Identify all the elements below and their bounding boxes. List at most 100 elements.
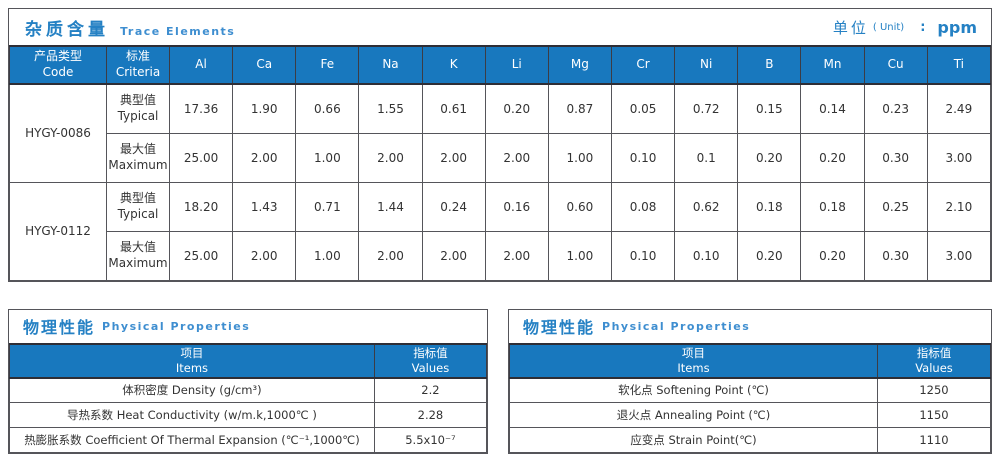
panel-title: 杂质含量 Trace Elements — [25, 15, 235, 40]
product-code-cell: HYGY-0086 — [9, 83, 107, 183]
value-cell: 25.00 — [168, 132, 234, 183]
trace-header-row: 产品类型 Code 标准 Criteria Al Ca Fe Na K — [9, 45, 992, 85]
values-column-header: 指标值 Values — [876, 342, 992, 379]
value-cell: 0.15 — [737, 83, 802, 134]
physical-left-title-row: 物理性能 Physical Properties — [9, 310, 487, 343]
code-header-en: Code — [42, 65, 74, 79]
value-cell: 0.05 — [610, 83, 676, 134]
value-cell: 0.14 — [800, 83, 865, 134]
title-en: Physical Properties — [602, 319, 751, 333]
items-header-en: Items — [677, 360, 710, 375]
criteria-column-header: 标准 Criteria — [106, 45, 170, 85]
title-zh: 物理性能 — [523, 318, 596, 337]
value-cell: 2.00 — [484, 132, 549, 183]
values-header-zh: 指标值 — [916, 345, 952, 360]
values-header-zh: 指标值 — [413, 345, 448, 360]
physical-right-title-row: 物理性能 Physical Properties — [509, 310, 991, 343]
table-row: HYGY-0086 典型值 Typical 17.36 1.90 0.66 1.… — [9, 83, 992, 183]
value-cell: 0.20 — [800, 132, 865, 183]
value-cell: 0.10 — [674, 230, 739, 281]
element-column-header: Ni — [674, 45, 739, 85]
element-column-header: Fe — [295, 45, 360, 85]
value-cell: 0.60 — [547, 181, 612, 232]
value-cell: 3.00 — [926, 132, 992, 183]
physical-left-table: 项目 Items 指标值 Values — [9, 342, 488, 453]
element-column-header: Na — [358, 45, 423, 85]
table-row: HYGY-0112 典型值 Typical 18.20 1.43 0.71 1.… — [9, 181, 992, 281]
phys-header-row: 项目 Items 指标值 Values — [509, 342, 992, 379]
trace-elements-table: 产品类型 Code 标准 Criteria Al Ca Fe Na K — [9, 45, 992, 281]
value-cell: 2.28 — [373, 402, 488, 428]
element-column-header: Ca — [232, 45, 297, 85]
value-cell: 5.5x10⁻⁷ — [373, 427, 488, 453]
value-cell: 2.00 — [358, 132, 423, 183]
product-code-cell: HYGY-0112 — [9, 181, 107, 281]
value-cell: 0.24 — [421, 181, 486, 232]
value-cell: 2.00 — [421, 132, 486, 183]
value-cell: 0.1 — [674, 132, 739, 183]
value-cell: 2.00 — [484, 230, 549, 281]
criteria-cell: 典型值 Typical — [106, 181, 170, 232]
value-cell: 3.00 — [926, 230, 992, 281]
items-header-zh: 项目 — [681, 345, 705, 360]
title-zh: 物理性能 — [23, 318, 96, 337]
value-cell: 0.10 — [610, 132, 676, 183]
value-cell: 1110 — [876, 427, 992, 453]
value-cell: 1.00 — [547, 132, 612, 183]
value-cell: 0.20 — [737, 132, 802, 183]
value-cell: 0.18 — [800, 181, 865, 232]
value-cell: 0.30 — [863, 230, 928, 281]
criteria-en: Typical — [117, 108, 159, 123]
items-column-header: 项目 Items — [509, 342, 878, 379]
physical-properties-left-panel: 物理性能 Physical Properties 项目 Items — [8, 308, 488, 454]
item-cell: 软化点 Softening Point (℃) — [509, 377, 878, 403]
criteria-cell: 典型值 Typical — [106, 83, 170, 134]
value-cell: 0.16 — [484, 181, 549, 232]
criteria-zh: 典型值 — [119, 93, 156, 108]
table-row: 热膨胀系数 Coefficient Of Thermal Expansion (… — [9, 427, 488, 453]
value-cell: 2.10 — [926, 181, 992, 232]
table-row: 导热系数 Heat Conductivity (w/m.k,1000℃ ) 2.… — [9, 402, 488, 428]
value-cell: 0.61 — [421, 83, 486, 134]
values-header-en: Values — [411, 360, 450, 375]
items-column-header: 项目 Items — [9, 342, 375, 379]
trace-elements-panel: 杂质含量 Trace Elements 单位 ( Unit) : ppm 产品类… — [8, 8, 992, 282]
criteria-en: Maximum — [108, 157, 168, 172]
value-cell: 0.08 — [610, 181, 676, 232]
value-cell: 0.18 — [737, 181, 802, 232]
title-zh: 杂质含量 — [25, 19, 109, 40]
value-cell: 2.49 — [926, 83, 992, 134]
unit-label: 单位 ( Unit) : ppm — [833, 17, 977, 38]
table-row: 软化点 Softening Point (℃) 1250 — [509, 377, 992, 403]
criteria-header-zh: 标准 — [125, 49, 150, 64]
criteria-zh: 最大值 — [119, 141, 156, 156]
unit-label-zh: 单位 — [832, 18, 869, 37]
title-en: Physical Properties — [102, 319, 251, 333]
value-cell: 0.71 — [295, 181, 360, 232]
item-cell: 体积密度 Density (g/cm³) — [9, 377, 375, 403]
criteria-en: Typical — [117, 206, 159, 221]
table-row: 应变点 Strain Point(℃) 1110 — [509, 427, 992, 453]
value-cell: 0.87 — [547, 83, 612, 134]
value-cell: 2.00 — [358, 230, 423, 281]
physical-properties-row: 物理性能 Physical Properties 项目 Items — [8, 308, 992, 454]
value-cell: 1.43 — [232, 181, 297, 232]
element-column-header: Mn — [800, 45, 865, 85]
criteria-cell: 最大值 Maximum — [106, 230, 170, 281]
criteria-zh: 最大值 — [119, 239, 156, 254]
value-cell: 2.00 — [421, 230, 486, 281]
value-cell: 1150 — [876, 402, 992, 428]
criteria-zh: 典型值 — [119, 190, 156, 205]
items-header-zh: 项目 — [180, 345, 204, 360]
trace-elements-title-row: 杂质含量 Trace Elements 单位 ( Unit) : ppm — [9, 9, 991, 45]
element-column-header: K — [421, 45, 486, 85]
value-cell: 0.20 — [484, 83, 549, 134]
code-header-zh: 产品类型 — [33, 49, 82, 64]
element-column-header: Li — [484, 45, 549, 85]
element-column-header: Ti — [926, 45, 992, 85]
item-cell: 应变点 Strain Point(℃) — [509, 427, 878, 453]
value-cell: 0.25 — [863, 181, 928, 232]
unit-value: ppm — [937, 17, 977, 37]
value-cell: 0.62 — [674, 181, 739, 232]
